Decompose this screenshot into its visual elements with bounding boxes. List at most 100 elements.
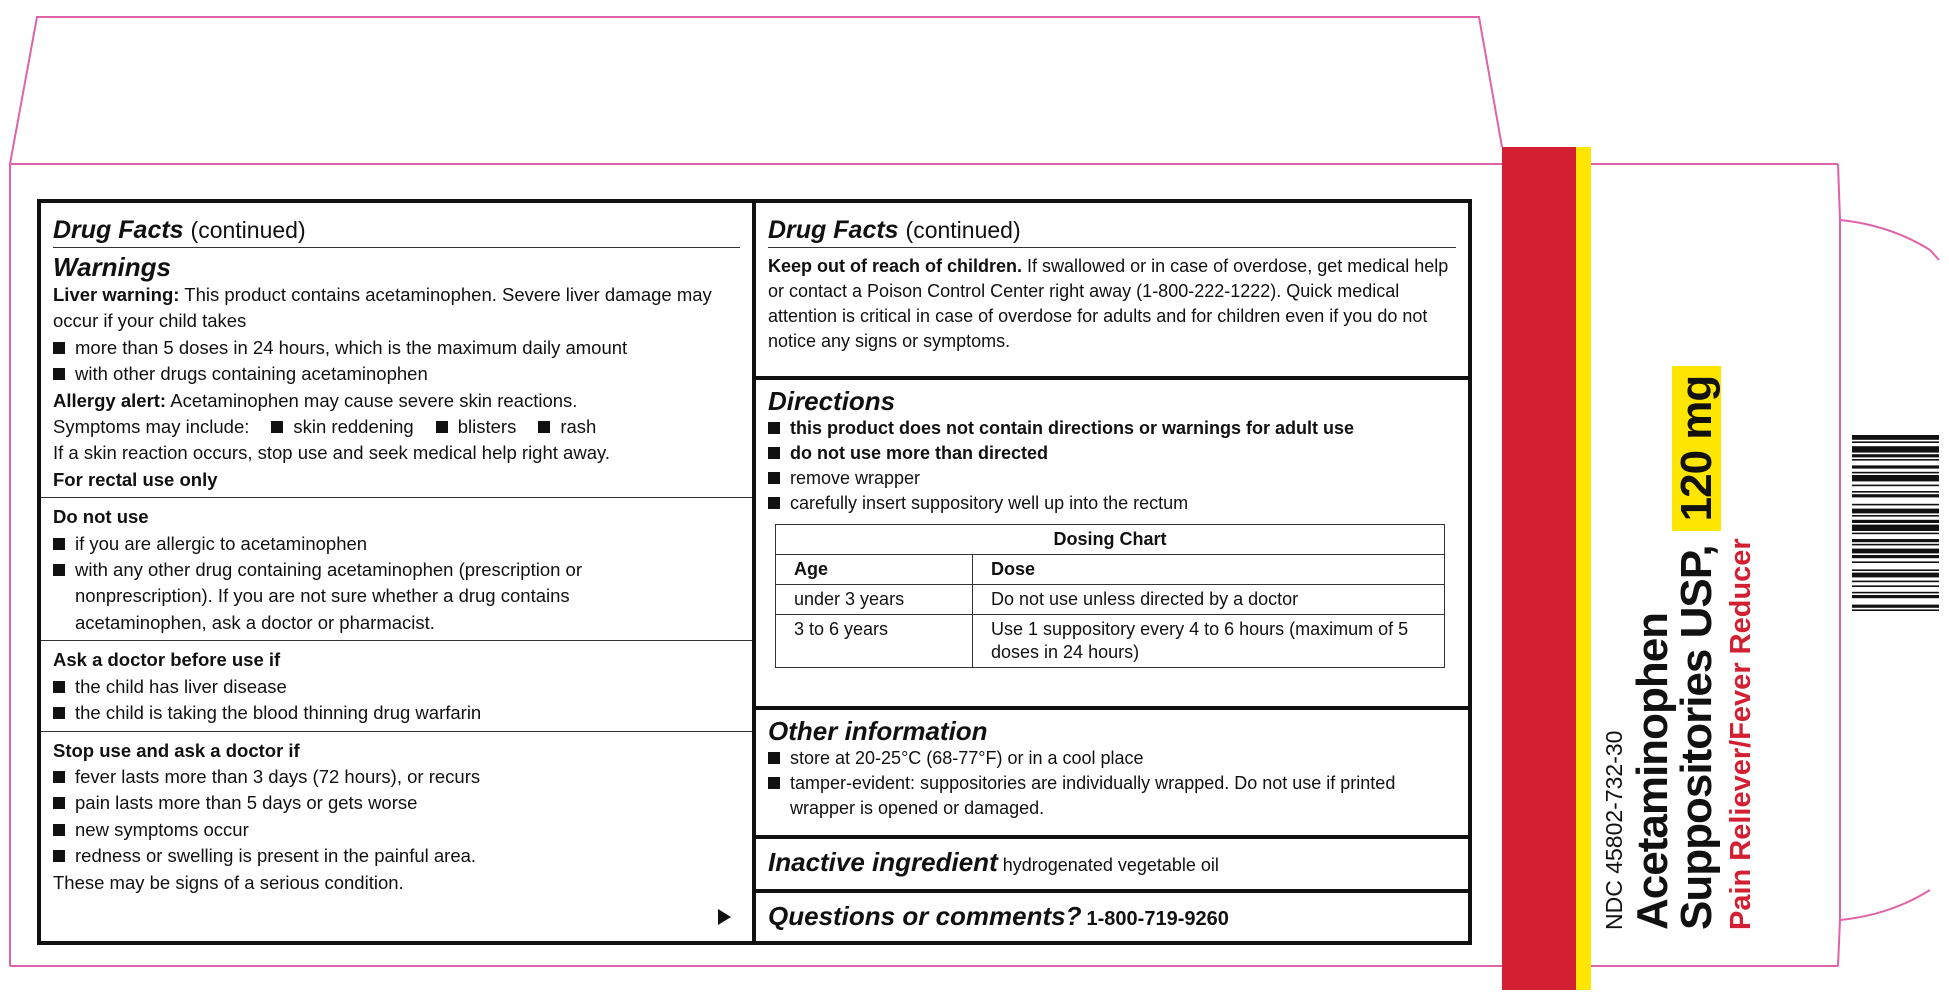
barcode-bar: [1852, 580, 1939, 583]
dosing-chart: Dosing Chart Age Dose under 3 years Do not…: [775, 524, 1445, 668]
barcode-bar: [1852, 454, 1939, 458]
side-panel: NDC 45802-732-30 Acetaminophen Supposito…: [1597, 170, 1763, 930]
bullet: [53, 341, 65, 354]
text: rash: [560, 416, 597, 438]
barcode-bar: [1852, 435, 1939, 440]
bullet: [768, 752, 780, 764]
barcode-bar: [1852, 561, 1939, 563]
ndc: NDC 45802-732-30: [1601, 730, 1627, 930]
red-band: [1502, 147, 1576, 990]
title: Drug Facts: [53, 216, 184, 244]
column: Age: [775, 554, 973, 585]
barcode-bar: [1852, 548, 1939, 554]
barcode-bar: [1852, 465, 1939, 469]
title-row: Dosing Chart: [775, 524, 1445, 555]
rule: [53, 247, 740, 248]
bullet: [271, 421, 284, 434]
cell: under 3 years: [775, 584, 973, 615]
item: the child has liver disease: [53, 674, 740, 700]
ask-doctor-section: Ask a doctor before use if the child has…: [41, 640, 752, 730]
bullet: [768, 777, 780, 789]
text: the child is taking the blood thinning d…: [75, 702, 482, 724]
liver-warning: Liver warning: This product contains ace…: [53, 282, 740, 335]
barcode-bar: [1852, 494, 1939, 498]
bullet: [768, 472, 780, 484]
bullet: [53, 537, 65, 550]
label: Keep out of reach of children.: [768, 256, 1023, 276]
cell: Do not use unless directed by a doctor: [972, 584, 1445, 615]
heading: Questions or comments?: [768, 901, 1082, 931]
label: Liver warning:: [53, 284, 180, 305]
item: with any other drug containing acetamino…: [53, 557, 740, 636]
text: blisters: [457, 416, 517, 438]
barcode-bar: [1852, 446, 1939, 453]
item: more than 5 doses in 24 hours, which is …: [53, 335, 740, 361]
text: carefully insert suppository well up int…: [790, 493, 1189, 513]
yellow-band: [1576, 147, 1591, 990]
rule: [768, 247, 1456, 248]
title: Drug Facts: [768, 216, 899, 244]
bullet: [435, 421, 448, 434]
text: do not use more than directed: [790, 443, 1049, 463]
cell: Use 1 suppository every 4 to 6 hours (ma…: [972, 614, 1445, 668]
drug-facts-box: Drug Facts (continued) Warnings Liver wa…: [37, 199, 1472, 945]
text: If swallowed or in case of overdose, get…: [768, 256, 1449, 351]
item: tamper-evident: suppositories are indivi…: [768, 771, 1456, 821]
item: the child is taking the blood thinning d…: [53, 700, 740, 726]
text: Acetaminophen may cause severe skin reac…: [170, 389, 578, 411]
bullet: [538, 421, 551, 434]
text: fever lasts more than 3 days (72 hours),…: [75, 765, 481, 787]
do-not-use-section: Do not use if you are allergic to acetam…: [41, 497, 752, 640]
product-name: Acetaminophen: [1628, 612, 1677, 930]
phone: 1-800-719-9260: [1086, 908, 1229, 930]
subtitle: Pain Reliever/Fever Reducer: [1725, 538, 1757, 930]
item: this product does not contain directions…: [768, 416, 1456, 441]
barcode-bar: [1852, 459, 1939, 461]
bullet: [53, 707, 65, 720]
barcode-bar: [1852, 484, 1939, 487]
cell: 3 to 6 years: [775, 614, 973, 668]
header: Drug Facts (continued): [768, 213, 1456, 247]
barcode-bar: [1852, 539, 1939, 543]
item: new symptoms occur: [53, 817, 740, 843]
text: the child has liver disease: [75, 675, 287, 697]
label: Allergy alert:: [53, 389, 167, 411]
skin-reaction: If a skin reaction occurs, stop use and …: [53, 442, 610, 464]
symptom: rash: [538, 416, 596, 437]
keep-out: Keep out of reach of children. If swallo…: [768, 252, 1456, 354]
text: if you are allergic to acetaminophen: [75, 532, 368, 554]
barcode-bar: [1852, 475, 1939, 482]
barcode-bar: [1852, 609, 1939, 611]
symptom: blisters: [435, 416, 517, 438]
header: Drug Facts (continued): [53, 213, 740, 247]
heading: Warnings: [53, 252, 171, 282]
bullet: [768, 422, 780, 434]
item: carefully insert suppository well up int…: [768, 491, 1456, 516]
warnings-section: Drug Facts (continued) Warnings Liver wa…: [41, 203, 752, 497]
item: fever lasts more than 3 days (72 hours),…: [53, 764, 740, 790]
bullet: [53, 680, 65, 693]
text: new symptoms occur: [75, 818, 249, 840]
right-column: Drug Facts (continued) Keep out of reach…: [756, 203, 1468, 941]
directions-box: Directions this product does not contain…: [756, 376, 1468, 706]
barcode-bar: [1852, 604, 1939, 608]
top-flap: [9, 16, 1503, 165]
barcode-bar: [1852, 491, 1939, 493]
continue-arrow: [718, 909, 731, 925]
item: redness or swelling is present in the pa…: [53, 843, 740, 869]
footer: These may be signs of a serious conditio…: [53, 871, 404, 893]
other-info-box: Other information store at 20-25°C (68-7…: [756, 706, 1468, 835]
barcode-bar: [1852, 572, 1939, 578]
barcode-bar: [1852, 543, 1939, 546]
title: Dosing Chart: [775, 524, 1445, 555]
barcode-bar: [1852, 555, 1939, 559]
text: This product contains acetaminophen. Sev…: [53, 284, 712, 332]
symptoms: Symptoms may include: skin reddening blist…: [53, 414, 740, 440]
heading: Inactive ingredient: [768, 847, 998, 877]
barcode-bar: [1852, 591, 1939, 594]
suffix: (continued): [905, 217, 1021, 243]
item: do not use more than directed: [768, 441, 1456, 466]
barcode-bar: [1852, 471, 1939, 474]
text: with any other drug containing acetamino…: [75, 559, 582, 633]
